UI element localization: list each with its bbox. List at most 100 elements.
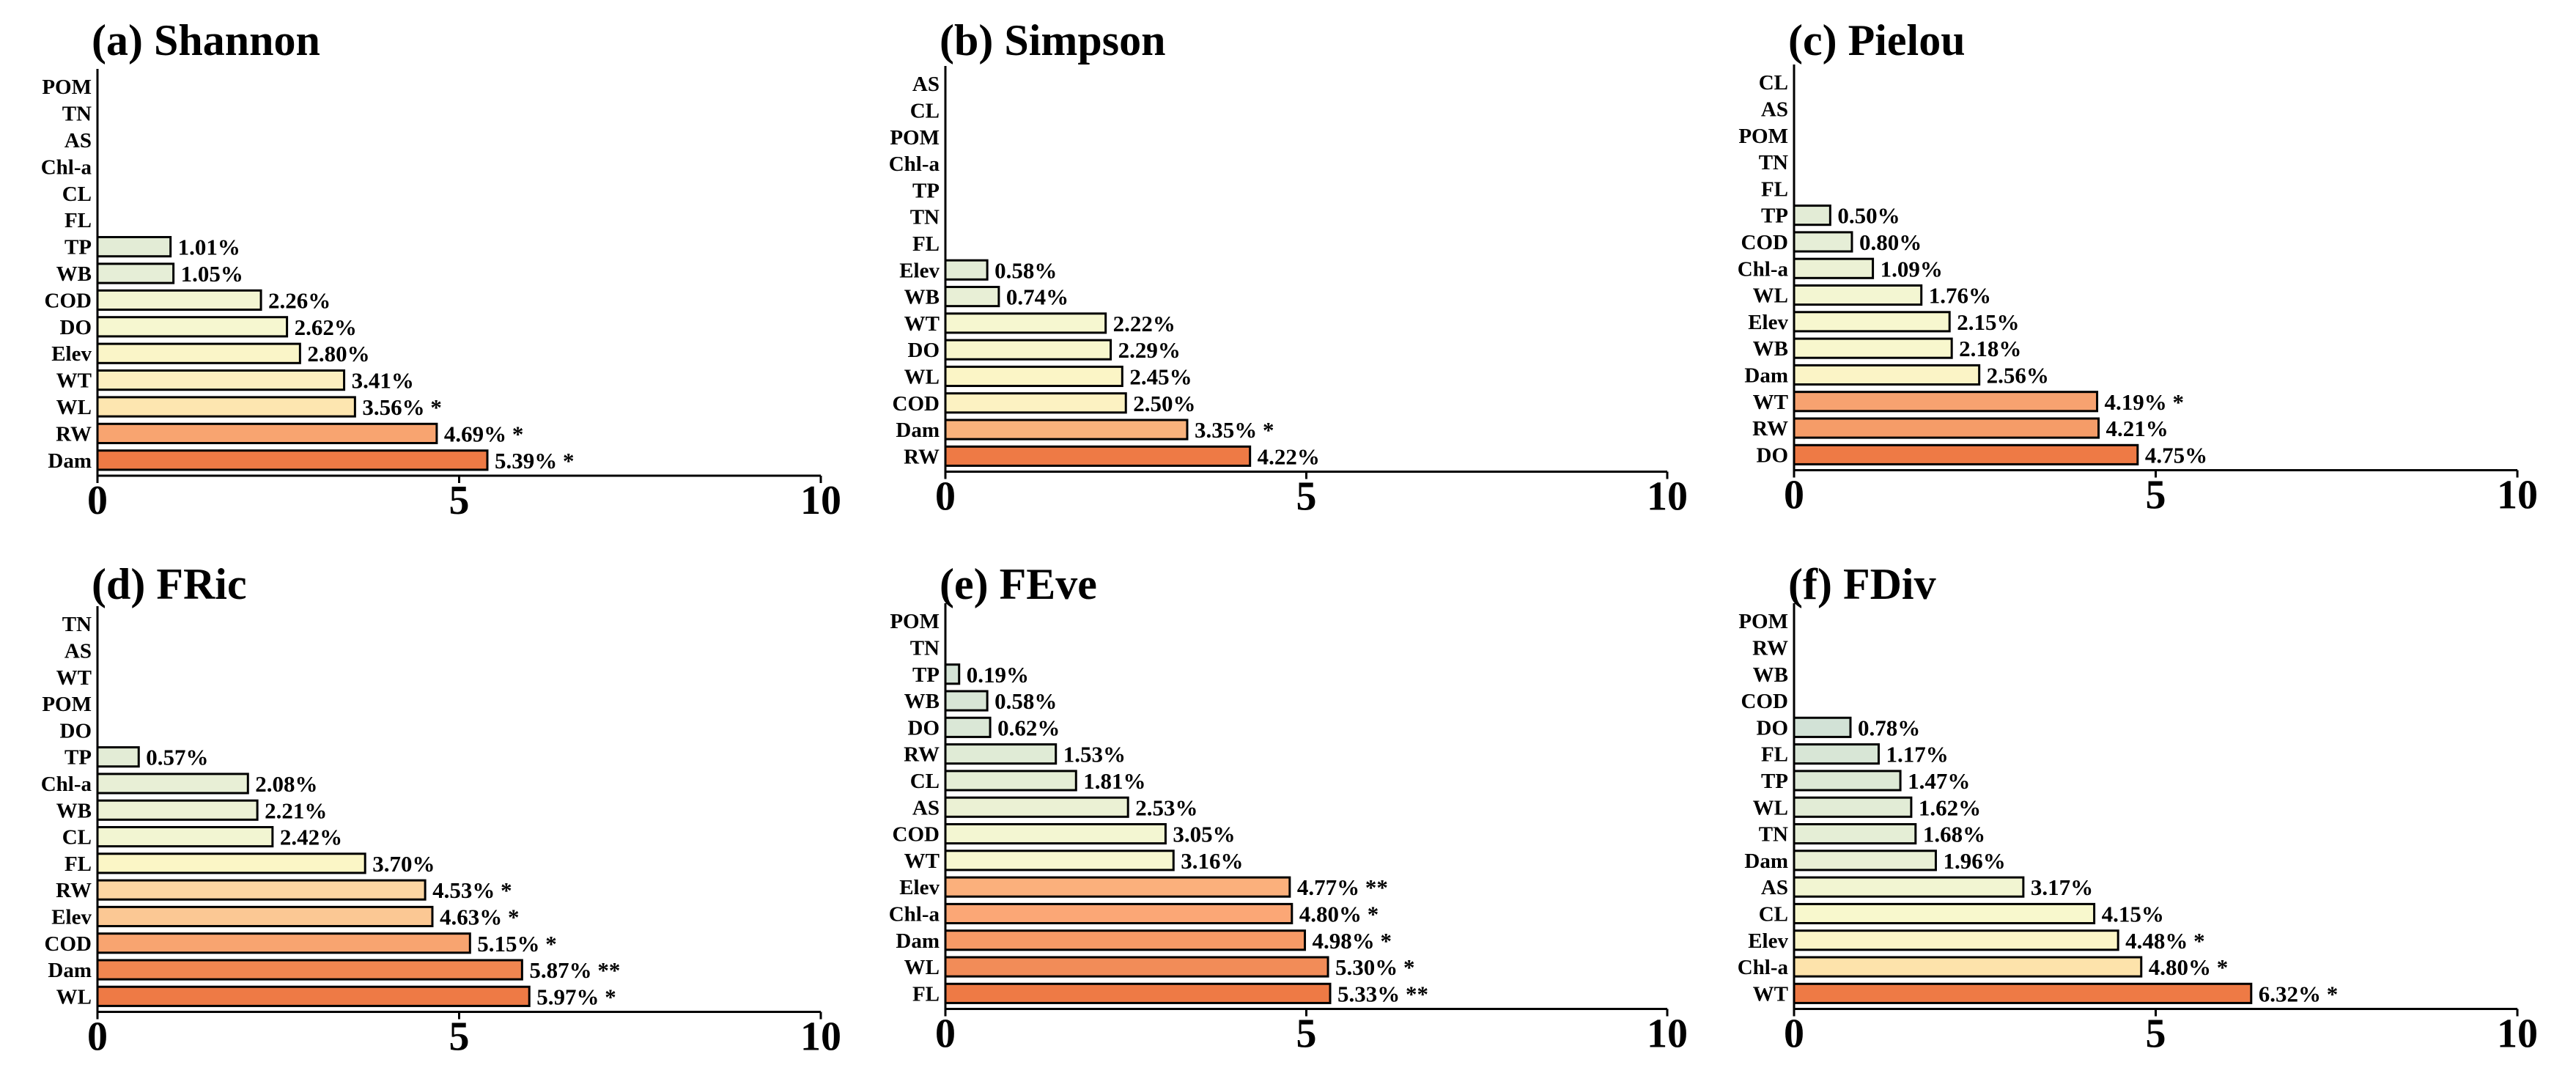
value-label: 0.80% [1859, 229, 1922, 255]
category-label: WT [1753, 982, 1788, 1006]
x-tick-label: 5 [1296, 474, 1317, 520]
bar [96, 959, 523, 981]
value-label: 1.53% [1063, 742, 1126, 767]
panel-title: (c) Pielou [1788, 16, 1966, 65]
category-label: TP [64, 236, 92, 259]
bar [944, 876, 1291, 898]
category-label: WL [1753, 284, 1788, 308]
x-tick-label: 5 [2146, 473, 2166, 518]
value-label: 1.05% [181, 261, 243, 287]
category-label: COD [45, 932, 92, 956]
category-label: TN [910, 636, 940, 660]
bar [1793, 876, 2025, 898]
category-label: AS [912, 73, 940, 96]
category-label: TP [1761, 770, 1788, 793]
category-label: DO [1757, 443, 1789, 467]
bar [96, 825, 274, 848]
category-label: POM [42, 693, 92, 716]
bar [944, 365, 1123, 388]
category-label: WB [56, 799, 92, 822]
value-label: 1.17% [1886, 742, 1948, 767]
bar [944, 743, 1058, 765]
value-label: 4.19% * [2105, 389, 2185, 415]
value-label: 4.53% * [432, 877, 512, 903]
category-label: TN [62, 613, 92, 636]
bar [944, 770, 1077, 792]
category-label: DO [60, 719, 92, 742]
bar [944, 822, 1167, 845]
category-label: RW [904, 743, 940, 767]
x-tick-label: 0 [87, 478, 108, 523]
bar [96, 985, 531, 1007]
category-label: WB [904, 286, 940, 309]
category-label: WT [904, 312, 940, 336]
category-label: Elev [899, 259, 940, 282]
x-tick-label: 10 [800, 1014, 841, 1060]
bar [1793, 770, 1902, 792]
panel-title: (b) Simpson [940, 16, 1165, 65]
value-label: 0.57% [146, 745, 208, 770]
value-label: 0.58% [994, 257, 1057, 283]
category-label: AS [912, 796, 940, 819]
category-label: COD [893, 823, 940, 847]
value-label: 5.33% ** [1337, 981, 1428, 1006]
bar [944, 982, 1332, 1004]
bar [944, 929, 1307, 951]
x-tick-label: 5 [1296, 1011, 1317, 1057]
x-tick-label: 0 [935, 1011, 956, 1057]
category-label: AS [64, 129, 92, 152]
value-label: 3.41% [352, 368, 414, 394]
category-label: Dam [896, 929, 940, 953]
bar [96, 799, 259, 821]
value-label: 0.50% [1837, 203, 1900, 229]
bar [1793, 204, 1831, 226]
category-label: RW [56, 879, 92, 902]
bar [96, 449, 489, 471]
category-label: RW [1752, 636, 1788, 660]
value-label: 2.62% [295, 314, 357, 340]
category-label: Chl-a [41, 155, 92, 179]
bar [96, 262, 175, 284]
value-label: 4.69% * [444, 421, 524, 446]
category-label: Elev [51, 342, 92, 366]
bar [1793, 337, 1953, 359]
x-tick-label: 10 [1647, 474, 1688, 520]
value-label: 6.32% * [2259, 981, 2339, 1006]
category-label: TP [912, 179, 940, 202]
category-label: WT [56, 666, 92, 690]
value-label: 5.30% * [1335, 954, 1415, 980]
category-label: DO [908, 716, 940, 740]
x-tick-label: 10 [2497, 1011, 2538, 1057]
value-label: 1.96% [1943, 848, 2005, 874]
value-label: 5.97% * [536, 984, 616, 1009]
category-label: TN [1759, 151, 1788, 174]
bar [1793, 850, 1937, 872]
value-label: 4.21% [2106, 416, 2169, 441]
x-tick-label: 10 [1647, 1011, 1688, 1057]
category-label: CL [1759, 902, 1788, 926]
value-label: 1.01% [178, 235, 240, 260]
category-label: CL [910, 99, 940, 122]
bar [96, 422, 438, 445]
value-label: 3.16% [1181, 848, 1243, 874]
value-label: 4.80% * [2149, 954, 2229, 980]
category-label: WT [1753, 391, 1788, 414]
category-label: WT [904, 850, 940, 873]
x-tick-label: 0 [87, 1014, 108, 1060]
panel-title: (f) FDiv [1788, 560, 1936, 608]
bar [96, 852, 366, 874]
x-tick-label: 5 [449, 1014, 470, 1060]
value-label: 3.56% * [362, 394, 442, 420]
value-label: 2.18% [1959, 336, 2021, 361]
category-label: COD [1741, 690, 1788, 713]
bar [944, 392, 1127, 414]
category-label: Elev [1748, 311, 1788, 334]
category-label: CL [1759, 71, 1788, 95]
category-label: Elev [899, 876, 940, 899]
bar [944, 445, 1252, 467]
x-tick-label: 10 [800, 478, 841, 523]
value-label: 4.63% * [440, 904, 520, 929]
